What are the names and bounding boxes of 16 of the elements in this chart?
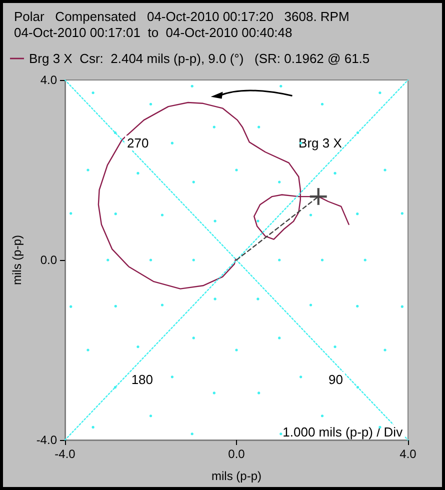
- chart-subtitle: 04-Oct-2010 00:17:01 to 04-Oct-2010 00:40:48: [14, 25, 292, 40]
- x-tick-label: -4.0: [54, 447, 76, 461]
- y-tick-label: -4.0: [36, 433, 58, 447]
- x-tick-label: 4.0: [400, 447, 417, 461]
- y-axis-title: mils (p-p): [10, 235, 24, 285]
- y-tick-label: 0.0: [40, 253, 58, 267]
- line-series: [98, 102, 350, 290]
- legend-label: Brg 3 X Csr: 2.404 mils (p-p), 9.0 (°) (SR: 0.1962 @ 61.5: [29, 51, 370, 66]
- chart-title: Polar Compensated 04-Oct-2010 00:17:20 3608. RPM: [14, 9, 350, 24]
- annotation: 180: [131, 372, 154, 387]
- x-tick-label: 0.0: [228, 447, 246, 461]
- y-tick-label: 4.0: [40, 73, 58, 87]
- annotation: 270: [127, 136, 149, 150]
- x-axis-title: mils (p-p): [212, 469, 262, 483]
- annotation: 90: [328, 372, 344, 387]
- annotation: Brg 3 X: [298, 136, 342, 150]
